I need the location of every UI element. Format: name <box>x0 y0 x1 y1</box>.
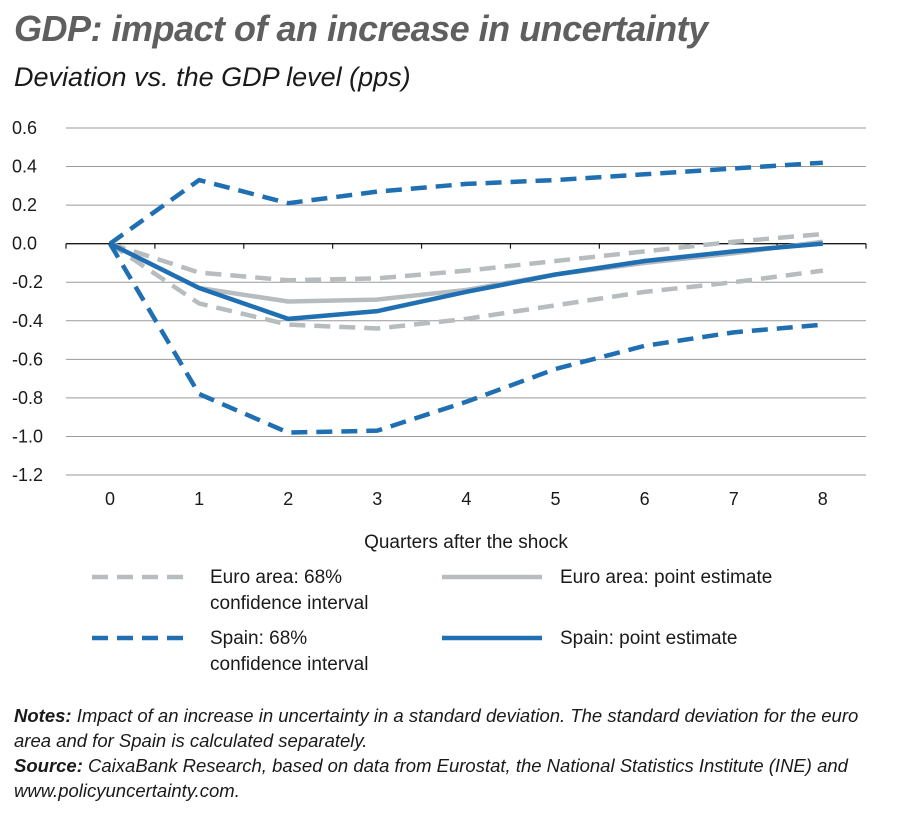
notes-label: Notes: <box>14 705 72 726</box>
legend-label-line2: confidence interval <box>210 593 368 614</box>
x-tick-label: 5 <box>550 489 560 509</box>
series-line <box>109 231 823 283</box>
line-chart: 0.6 0.4 0.2 0.0 -0.2 -0.4 -0.6 -0.8 -1.0 -1.2 0 1 2… <box>12 118 867 675</box>
x-tick-label: 6 <box>640 489 650 509</box>
y-tick-label: 0.4 <box>12 157 37 177</box>
x-tick-label: 2 <box>283 489 293 509</box>
y-tick-label: -1.0 <box>12 426 43 446</box>
series-line <box>108 242 823 435</box>
x-tick-label: 7 <box>729 489 739 509</box>
x-tick-label: 3 <box>372 489 382 509</box>
y-tick-label: -0.4 <box>12 311 43 331</box>
series-line <box>108 241 824 331</box>
gridlines <box>65 127 867 476</box>
source-paragraph: Source: CaixaBank Research, based on dat… <box>14 753 886 803</box>
series-line <box>108 160 823 246</box>
notes-paragraph: Notes: Impact of an increase in uncertai… <box>14 703 886 753</box>
y-tick-label: 0.6 <box>12 118 37 138</box>
chart-subtitle: Deviation vs. the GDP level (pps) <box>14 62 411 92</box>
legend-label-line2: confidence interval <box>210 654 368 675</box>
y-tick-label: 0.2 <box>12 195 37 215</box>
x-tick-label: 4 <box>461 489 471 509</box>
x-axis-ticks: 0 1 2 3 4 5 6 7 8 <box>105 489 828 509</box>
notes-text: Impact of an increase in uncertainty in … <box>14 705 859 751</box>
legend-label: Euro area: 68% <box>210 567 342 588</box>
legend: Euro area: 68% confidence interval Euro ar… <box>92 567 772 675</box>
x-tick-label: 0 <box>105 489 115 509</box>
y-axis-ticks: 0.6 0.4 0.2 0.0 -0.2 -0.4 -0.6 -0.8 -1.0 -1.2 <box>12 118 43 485</box>
legend-label: Euro area: point estimate <box>560 567 772 588</box>
source-label: Source: <box>14 755 83 776</box>
series-line <box>108 241 823 322</box>
source-text: CaixaBank Research, based on data from E… <box>14 755 848 801</box>
y-tick-label: 0.0 <box>12 234 37 254</box>
legend-label: Spain: 68% <box>210 628 307 649</box>
y-tick-label: -1.2 <box>12 465 43 485</box>
x-tick-label: 1 <box>194 489 204 509</box>
y-tick-label: -0.8 <box>12 388 43 408</box>
legend-label: Spain: point estimate <box>560 628 737 649</box>
x-tick-label: 8 <box>818 489 828 509</box>
x-axis-title: Quarters after the shock <box>364 532 568 553</box>
chart-title: GDP: impact of an increase in uncertaint… <box>14 8 708 49</box>
series-lines <box>108 160 824 435</box>
y-tick-label: -0.6 <box>12 349 43 369</box>
notes-block: Notes: Impact of an increase in uncertai… <box>14 703 886 803</box>
y-tick-label: -0.2 <box>12 272 43 292</box>
